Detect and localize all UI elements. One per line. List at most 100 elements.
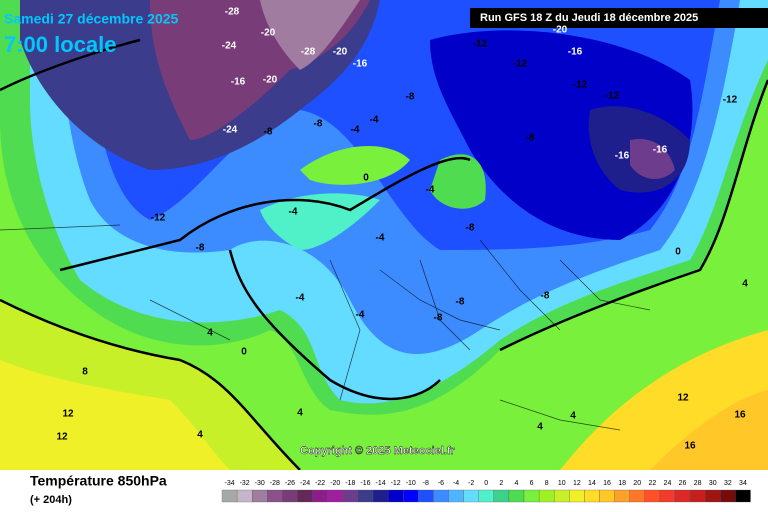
scale-label: 0 xyxy=(484,480,488,487)
contour-label: -20 xyxy=(333,47,348,58)
scale-swatch xyxy=(614,489,630,503)
contour-label: -8 xyxy=(406,92,415,103)
scale-label: -10 xyxy=(406,480,416,487)
scale-swatch xyxy=(372,489,389,503)
scale-swatch xyxy=(554,489,570,503)
scale-label: 30 xyxy=(709,480,717,487)
contour-label: -12 xyxy=(151,213,166,224)
contour-label: -12 xyxy=(723,95,738,106)
contour-label: -4 xyxy=(376,233,385,244)
scale-swatch xyxy=(629,489,645,503)
time: 7:00 locale xyxy=(4,32,117,57)
scale-label: -2 xyxy=(468,480,474,487)
contour-label: 4 xyxy=(207,328,213,339)
scale-swatch xyxy=(659,489,676,503)
contour-label: -4 xyxy=(356,310,365,321)
contour-label: -4 xyxy=(426,185,435,196)
contour-label: 4 xyxy=(537,422,543,433)
contour-label: -12 xyxy=(513,59,528,70)
scale-swatch xyxy=(282,489,298,503)
contour-label: -16 xyxy=(231,77,246,88)
contour-label: 0 xyxy=(675,247,681,258)
scale-label: -18 xyxy=(345,480,355,487)
scale-swatch xyxy=(478,489,494,503)
map xyxy=(0,0,768,471)
contour-label: -8 xyxy=(314,119,323,130)
contour-label: -28 xyxy=(225,7,240,18)
run: Run GFS 18 Z du Jeudi 18 décembre 2025 xyxy=(480,12,698,24)
scale-label: -20 xyxy=(330,480,340,487)
scale-swatch xyxy=(689,489,706,503)
footer-lead: (+ 204h) xyxy=(30,494,72,506)
scale-swatch xyxy=(418,489,434,503)
scale-label: 14 xyxy=(588,480,596,487)
contour-label: -16 xyxy=(653,145,668,156)
scale-label: 18 xyxy=(618,480,626,487)
scale-swatch xyxy=(327,489,343,503)
scale-swatch xyxy=(297,489,313,503)
scale-label: -24 xyxy=(300,480,310,487)
scale-swatch xyxy=(433,489,449,503)
scale-swatch xyxy=(584,489,600,503)
contour-label: 8 xyxy=(82,367,88,378)
scale-label: -34 xyxy=(224,480,234,487)
contour-label: -28 xyxy=(301,47,316,58)
scale-swatch xyxy=(493,489,510,503)
contour-label: -8 xyxy=(264,127,273,138)
scale-label: 20 xyxy=(633,480,641,487)
contour-label: 0 xyxy=(363,173,369,184)
scale-swatch xyxy=(523,489,540,503)
scale-label: 32 xyxy=(724,480,732,487)
contour-label: 12 xyxy=(677,393,689,404)
scale-swatch xyxy=(644,489,661,503)
scale-swatch xyxy=(674,489,691,503)
scale-label: 12 xyxy=(573,480,581,487)
scale-swatch xyxy=(569,489,585,503)
scale-label: 24 xyxy=(664,480,672,487)
scale-swatch xyxy=(267,489,283,503)
scale-label: 22 xyxy=(648,480,656,487)
contour-label: 12 xyxy=(56,432,68,443)
contour-label: -8 xyxy=(526,133,535,144)
contour-label: -24 xyxy=(223,125,238,136)
scale-label: 6 xyxy=(530,480,534,487)
scale-label: 26 xyxy=(679,480,687,487)
contour-label: 0 xyxy=(241,347,247,358)
contour-label: -12 xyxy=(573,80,588,91)
footer-title: Température 850hPa xyxy=(30,473,167,489)
scale-label: 16 xyxy=(603,480,611,487)
copyright: Copyright © 2025 Meteociel.fr xyxy=(300,445,456,457)
contour-label: -16 xyxy=(568,47,583,58)
contour-label: 4 xyxy=(570,411,576,422)
scale-label: -4 xyxy=(453,480,459,487)
scale-swatch xyxy=(720,489,736,503)
scale-label: -30 xyxy=(255,480,265,487)
scale-swatch xyxy=(705,489,721,503)
scale-label: -6 xyxy=(438,480,444,487)
scale-label: 2 xyxy=(499,480,503,487)
date: Samedi 27 décembre 2025 xyxy=(4,11,179,27)
contour-label: 16 xyxy=(734,410,746,421)
contour-label: -8 xyxy=(466,223,475,234)
contour-label: -4 xyxy=(351,125,360,136)
scale-swatch xyxy=(448,489,464,503)
scale-swatch xyxy=(342,489,359,503)
scale-swatch xyxy=(236,489,253,503)
contour-label: 4 xyxy=(742,279,748,290)
scale-swatch xyxy=(508,489,525,503)
scale-swatch xyxy=(599,489,615,503)
scale-swatch xyxy=(357,489,374,503)
contour-label: -8 xyxy=(196,243,205,254)
map-labels: -28-24-20-28 -20-16-16-20-24-12-12-16-20-… xyxy=(56,7,748,452)
contour-label: -20 xyxy=(263,75,278,86)
contour-label: -8 xyxy=(456,297,465,308)
contour-label: 4 xyxy=(297,408,303,419)
scale-label: -26 xyxy=(285,480,295,487)
contour-label: -12 xyxy=(473,39,488,50)
scale-label: -32 xyxy=(240,480,250,487)
scale-swatch xyxy=(252,489,268,503)
contour-label: -12 xyxy=(605,91,620,102)
scale-label: 28 xyxy=(694,480,702,487)
scale-swatch xyxy=(403,489,419,503)
